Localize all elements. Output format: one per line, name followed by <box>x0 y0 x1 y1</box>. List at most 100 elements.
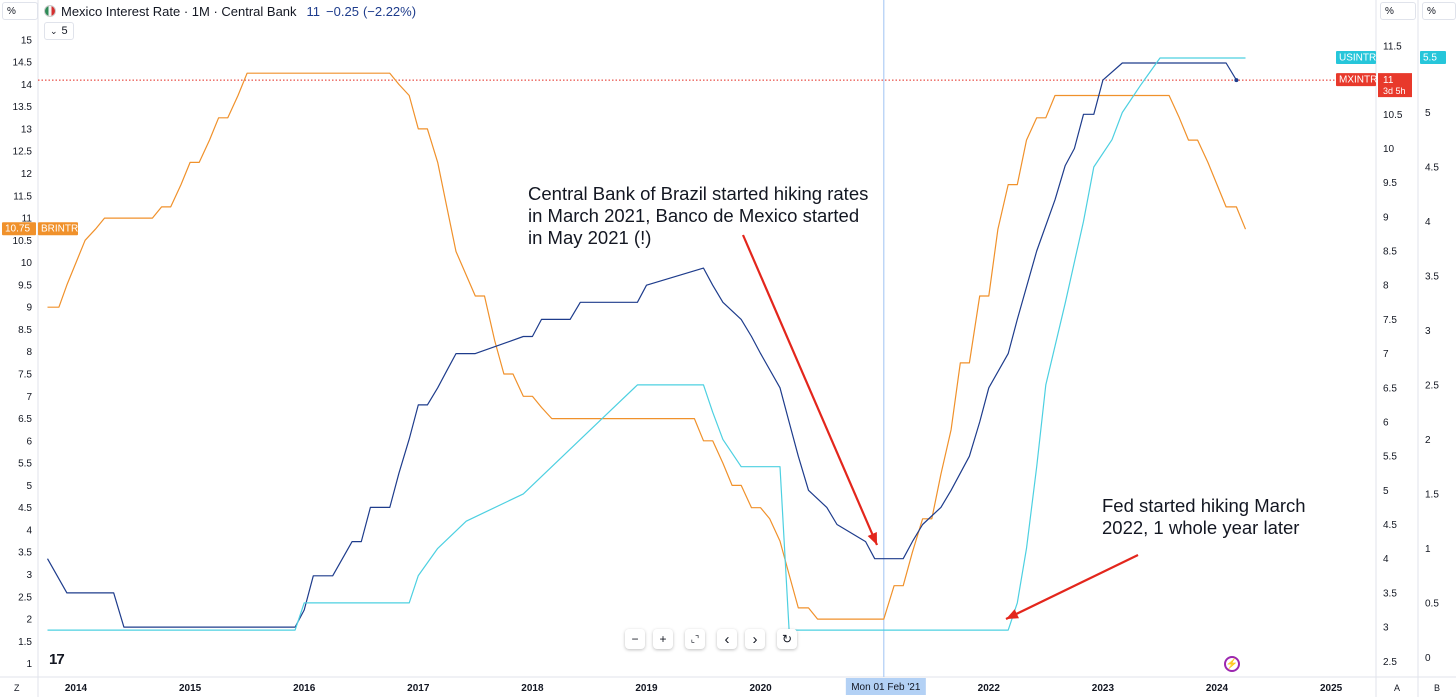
left-tick-label: 7.5 <box>18 370 32 381</box>
x-tick-label: 2015 <box>179 683 202 694</box>
zoom-in-button[interactable]: + <box>653 629 673 649</box>
annotation-brazil-mexico-line: in March 2021, Banco de Mexico started <box>528 205 859 226</box>
tradingview-logo[interactable]: 17 <box>49 651 65 668</box>
brintr-axis-value-bg <box>2 222 36 236</box>
mexico-flag-icon <box>44 5 56 17</box>
right1-tick-label: 8.5 <box>1383 247 1397 258</box>
series-line-brintr <box>47 72 1247 620</box>
right1-tick-label: 3.5 <box>1383 588 1397 599</box>
left-tick-label: 9.5 <box>18 280 32 291</box>
left-tick-label: 10.5 <box>13 236 33 247</box>
mxintr-countdown: 3d 5h <box>1383 86 1406 96</box>
right2-tick-label: 0.5 <box>1425 598 1439 609</box>
right1-tick-label: 2.5 <box>1383 657 1397 668</box>
left-tick-label: 13 <box>21 124 33 135</box>
right1-tick-label: 8 <box>1383 281 1389 292</box>
left-tick-label: 11 <box>22 214 33 225</box>
annotation-fed-line: 2022, 1 whole year later <box>1102 517 1299 538</box>
left-tick-label: 7 <box>26 392 32 403</box>
right1-tick-label: 10.5 <box>1383 110 1403 121</box>
change-value: −0.25 <box>326 3 359 19</box>
compare-series-toggle[interactable]: ⌄ 5 <box>44 22 74 40</box>
right1-tick-label: 10 <box>1383 144 1395 155</box>
right-scale-1-unit-button[interactable]: % <box>1380 2 1416 20</box>
chevron-down-icon: ⌄ <box>50 25 58 36</box>
left-tick-label: 8 <box>26 347 32 358</box>
x-tick-label: 2023 <box>1092 683 1115 694</box>
auto-scale-button[interactable]: A <box>1394 683 1400 693</box>
reset-chart-button[interactable]: ↻ <box>777 629 797 649</box>
right-scale-2-unit-button[interactable]: % <box>1422 2 1456 20</box>
x-tick-label: 2018 <box>521 683 544 694</box>
left-tick-label: 11.5 <box>13 191 32 202</box>
right-axis-1-ticks: 11.5 11 10.5 10 9.5 9 8.5 8 7.5 7 6.5 6 5.5 5 4.5 4 3.5 3… <box>1383 41 1403 667</box>
right1-tick-label: 5 <box>1383 486 1389 497</box>
left-tick-label: 5.5 <box>18 459 32 470</box>
series-layer <box>38 57 1376 631</box>
annotation-fed-line: Fed started hiking March <box>1102 495 1306 516</box>
left-tick-label: 12 <box>21 169 33 180</box>
annotation-brazil-mexico-line: in May 2021 (!) <box>528 227 651 248</box>
b-label: B <box>1434 683 1441 693</box>
x-tick-label: 2025 <box>1320 683 1343 694</box>
z-label: Z <box>14 683 20 693</box>
tradingview-logo-text: 17 <box>49 651 65 668</box>
reset-zoom-button[interactable]: ⌞⌝ <box>685 629 705 649</box>
right1-tick-label: 11.5 <box>1383 41 1402 52</box>
right2-tick-label: 1 <box>1425 544 1431 555</box>
scroll-left-button[interactable]: ‹ <box>717 629 737 649</box>
mxintr-axis-value: 11 <box>1383 75 1394 86</box>
usintr-axis-value: 5.5 <box>1423 52 1437 63</box>
lightning-icon[interactable]: ⚡ <box>1224 656 1240 672</box>
left-tick-label: 9 <box>26 303 32 314</box>
arrow-brazil-mexico <box>741 234 879 546</box>
left-tick-label: 4 <box>26 525 32 536</box>
annotations: Central Bank of Brazil started hiking ra… <box>528 183 1306 620</box>
left-tick-label: 15 <box>21 35 33 46</box>
x-tick-label: 2019 <box>635 683 658 694</box>
left-tick-label: 4.5 <box>18 503 32 514</box>
right1-tick-label: 4.5 <box>1383 520 1397 531</box>
usintr-name-label: USINTR <box>1339 52 1376 63</box>
left-tick-label: 1 <box>26 659 32 670</box>
x-tick-label: 2022 <box>978 683 1001 694</box>
crosshair-date-pill <box>845 678 926 695</box>
chevron-left-icon: ‹ <box>724 630 730 648</box>
left-scale-unit-button[interactable]: % <box>2 2 38 20</box>
right1-tick-label: 7.5 <box>1383 315 1397 326</box>
crosshair-date-label: Mon 01 Feb '21 <box>851 682 921 693</box>
chart-navigation-toolbar: − + ⌞⌝ ‹ › ↻ <box>625 629 797 649</box>
right2-tick-label: 3.5 <box>1425 271 1439 282</box>
arrow-fed-head <box>1006 609 1019 619</box>
change-percent: (−2.22%) <box>362 3 417 19</box>
timezone-button[interactable]: Z <box>14 683 20 693</box>
right2-tick-label: 3 <box>1425 326 1431 337</box>
usintr-name-label-bg <box>1336 50 1376 64</box>
right1-tick-label: 3 <box>1383 623 1389 634</box>
brintr-axis-value: 10.75 <box>5 224 30 235</box>
left-tick-label: 3.5 <box>18 548 32 559</box>
left-tick-label: 14 <box>21 80 33 91</box>
annotation-brazil-mexico-line: Central Bank of Brazil started hiking ra… <box>528 183 868 204</box>
scroll-right-button[interactable]: › <box>745 629 765 649</box>
x-tick-label: 2024 <box>1206 683 1229 694</box>
b-scale-button[interactable]: B <box>1434 683 1440 693</box>
right1-tick-label: 9.5 <box>1383 178 1397 189</box>
chart-legend-header[interactable]: Mexico Interest Rate · 1M · Central Bank… <box>44 2 416 20</box>
left-tick-label: 2.5 <box>18 592 32 603</box>
usintr-axis-value-bg <box>1420 50 1446 64</box>
refresh-icon: ↻ <box>781 632 793 646</box>
series-line-mxintr <box>46 62 1237 628</box>
left-tick-label: 3 <box>26 570 32 581</box>
chevron-right-icon: › <box>752 630 758 648</box>
brintr-name-label-bg <box>38 222 78 236</box>
left-tick-label: 13.5 <box>13 102 33 113</box>
mxintr-axis-value-bg <box>1378 73 1412 98</box>
zoom-out-button[interactable]: − <box>625 629 645 649</box>
reset-zoom-icon: ⌞⌝ <box>690 633 700 644</box>
right-scale-2-unit: % <box>1427 5 1436 17</box>
minus-icon: − <box>631 632 639 646</box>
